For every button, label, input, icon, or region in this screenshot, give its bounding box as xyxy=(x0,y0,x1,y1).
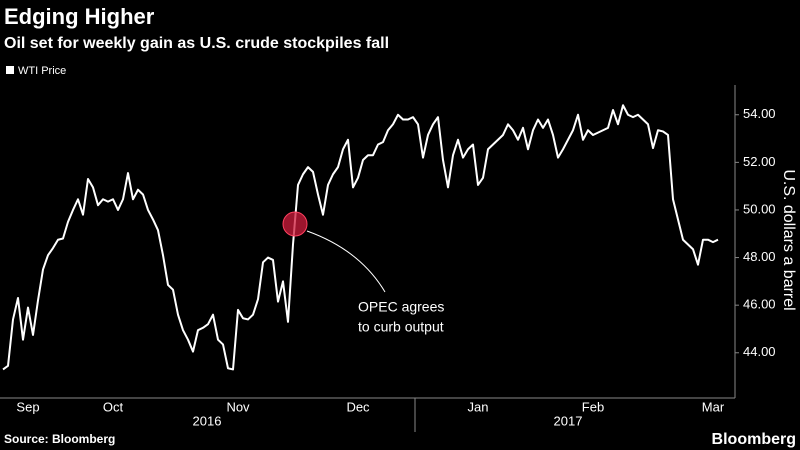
x-tick-label: Dec xyxy=(346,399,370,414)
x-tick-label: Mar xyxy=(702,399,725,414)
y-tick-label: 50.00 xyxy=(743,201,776,216)
legend-swatch xyxy=(6,66,14,74)
y-axis-label: U.S. dollars a barrel xyxy=(780,169,797,310)
source: Source: Bloomberg xyxy=(4,432,115,446)
annotation-text: to curb output xyxy=(358,319,444,335)
annotation-leader xyxy=(306,230,386,293)
annotation-text: OPEC agrees xyxy=(358,299,444,315)
chart-subtitle: Oil set for weekly gain as U.S. crude st… xyxy=(4,35,389,52)
x-tick-label: Jan xyxy=(468,399,489,414)
brand: Bloomberg xyxy=(712,431,796,448)
chart-title: Edging Higher xyxy=(4,4,155,29)
year-label: 2016 xyxy=(193,413,222,428)
x-tick-label: Nov xyxy=(226,399,250,414)
year-label: 2017 xyxy=(554,413,583,428)
x-tick-label: Oct xyxy=(103,399,124,414)
y-tick-label: 52.00 xyxy=(743,154,776,169)
x-tick-label: Sep xyxy=(16,399,39,414)
price-line xyxy=(2,104,719,371)
annotation-marker xyxy=(282,211,308,237)
legend-label: WTI Price xyxy=(18,65,66,77)
y-tick-label: 46.00 xyxy=(743,297,776,312)
x-tick-label: Feb xyxy=(582,399,604,414)
y-tick-label: 48.00 xyxy=(743,249,776,264)
y-tick-label: 44.00 xyxy=(743,344,776,359)
y-tick-label: 54.00 xyxy=(743,106,776,121)
